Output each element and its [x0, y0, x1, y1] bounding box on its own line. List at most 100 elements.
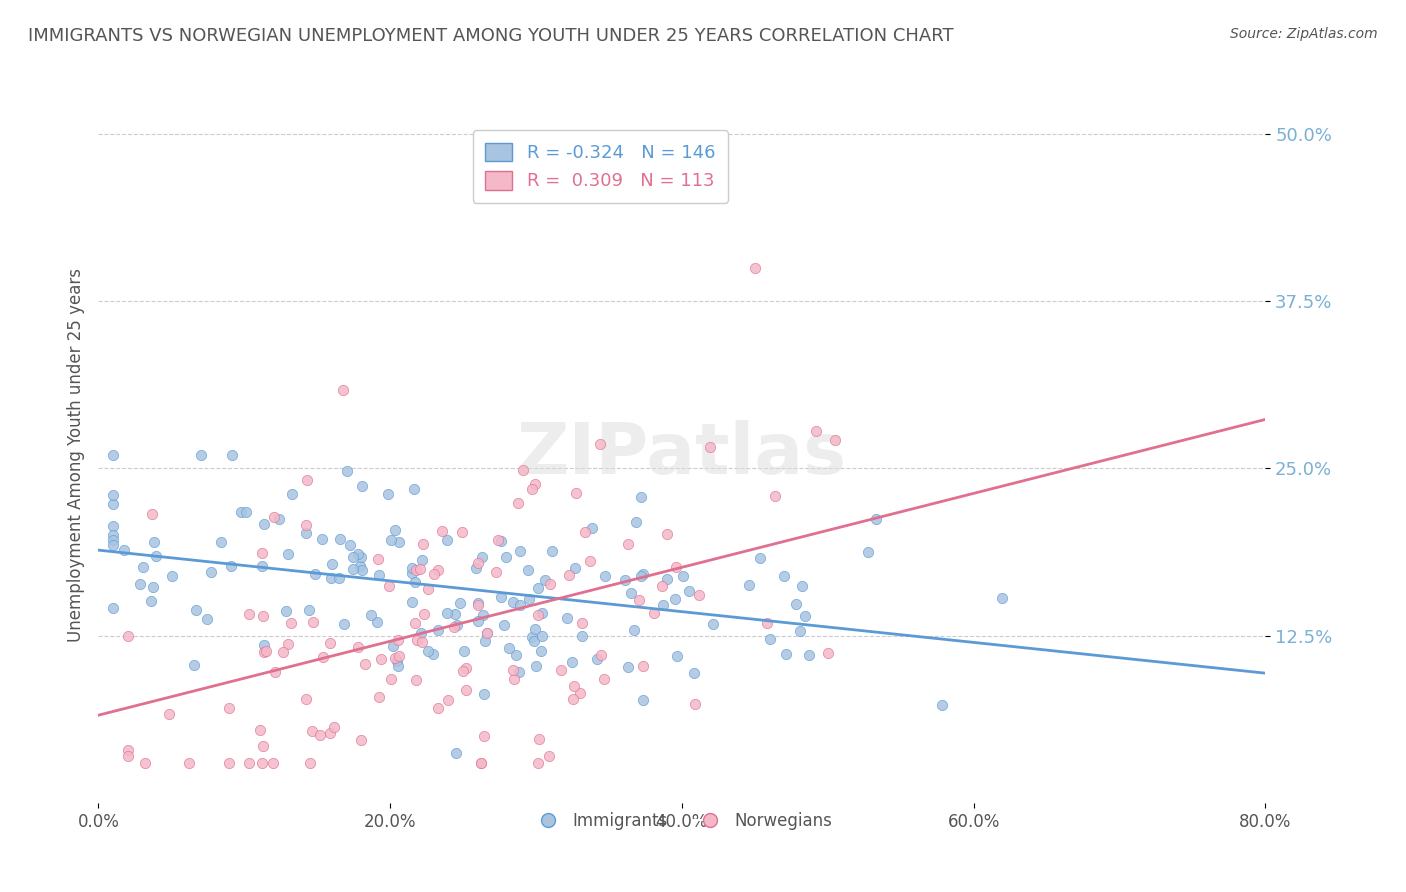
Immigrants	[101, 533, 124, 547]
Immigrants	[931, 698, 953, 712]
Immigrants	[253, 638, 276, 652]
Text: IMMIGRANTS VS NORWEGIAN UNEMPLOYMENT AMONG YOUTH UNDER 25 YEARS CORRELATION CHAR: IMMIGRANTS VS NORWEGIAN UNEMPLOYMENT AMO…	[28, 27, 953, 45]
Immigrants	[523, 633, 546, 648]
Immigrants	[624, 516, 647, 530]
Immigrants	[524, 658, 547, 673]
Immigrants	[631, 693, 654, 707]
Immigrants	[508, 665, 530, 679]
Immigrants	[200, 565, 222, 579]
Y-axis label: Unemployment Among Youth under 25 years: Unemployment Among Youth under 25 years	[66, 268, 84, 642]
Immigrants	[631, 566, 654, 581]
Immigrants	[253, 516, 276, 531]
Norwegians	[380, 672, 402, 686]
Norwegians	[367, 551, 389, 566]
Immigrants	[630, 569, 652, 583]
Immigrants	[404, 575, 426, 590]
Norwegians	[249, 723, 271, 737]
Immigrants	[235, 505, 257, 519]
Immigrants	[531, 606, 554, 620]
Immigrants	[505, 648, 527, 662]
Immigrants	[360, 607, 382, 622]
Immigrants	[416, 643, 439, 657]
Immigrants	[616, 660, 638, 674]
Immigrants	[436, 606, 458, 620]
Immigrants	[142, 580, 165, 594]
Immigrants	[409, 626, 432, 640]
Immigrants	[280, 487, 302, 501]
Norwegians	[378, 579, 401, 593]
Immigrants	[219, 558, 242, 573]
Immigrants	[276, 604, 298, 618]
Norwegians	[252, 756, 274, 770]
Norwegians	[683, 697, 706, 711]
Immigrants	[101, 488, 124, 502]
Immigrants	[162, 568, 184, 582]
Immigrants	[772, 569, 794, 583]
Norwegians	[537, 748, 560, 763]
Norwegians	[238, 607, 260, 621]
Immigrants	[449, 596, 471, 610]
Norwegians	[467, 598, 489, 612]
Immigrants	[453, 643, 475, 657]
Immigrants	[367, 567, 389, 582]
Norwegians	[271, 645, 294, 659]
Norwegians	[298, 756, 321, 770]
Norwegians	[263, 509, 285, 524]
Norwegians	[312, 650, 335, 665]
Immigrants	[561, 655, 583, 669]
Immigrants	[571, 629, 593, 643]
Norwegians	[413, 607, 436, 622]
Immigrants	[524, 622, 547, 636]
Immigrants	[298, 603, 321, 617]
Norwegians	[470, 756, 492, 770]
Immigrants	[472, 608, 495, 623]
Immigrants	[472, 687, 495, 701]
Immigrants	[209, 535, 232, 549]
Norwegians	[411, 635, 433, 649]
Immigrants	[350, 549, 373, 564]
Immigrants	[269, 512, 291, 526]
Norwegians	[804, 424, 827, 438]
Immigrants	[858, 545, 880, 559]
Norwegians	[437, 692, 460, 706]
Immigrants	[516, 563, 538, 577]
Legend: Immigrants, Norwegians: Immigrants, Norwegians	[524, 805, 839, 836]
Norwegians	[426, 563, 449, 577]
Norwegians	[253, 645, 276, 659]
Norwegians	[347, 640, 370, 655]
Immigrants	[195, 612, 218, 626]
Norwegians	[405, 673, 427, 688]
Norwegians	[409, 562, 432, 576]
Immigrants	[865, 511, 887, 525]
Immigrants	[377, 487, 399, 501]
Immigrants	[145, 549, 167, 564]
Norwegians	[157, 707, 180, 722]
Immigrants	[517, 591, 540, 606]
Norwegians	[538, 577, 561, 591]
Immigrants	[509, 599, 531, 613]
Immigrants	[328, 571, 350, 585]
Norwegians	[527, 756, 550, 770]
Norwegians	[294, 518, 316, 533]
Immigrants	[384, 524, 406, 538]
Norwegians	[117, 748, 139, 763]
Immigrants	[339, 538, 361, 552]
Immigrants	[520, 631, 543, 645]
Immigrants	[143, 534, 166, 549]
Immigrants	[101, 497, 124, 511]
Immigrants	[444, 607, 467, 621]
Immigrants	[489, 590, 512, 604]
Norwegians	[422, 567, 444, 582]
Immigrants	[531, 629, 554, 643]
Immigrants	[380, 533, 402, 548]
Norwegians	[526, 607, 548, 622]
Immigrants	[785, 597, 807, 611]
Immigrants	[101, 538, 124, 552]
Immigrants	[336, 464, 359, 478]
Norwegians	[254, 644, 277, 658]
Immigrants	[465, 561, 488, 575]
Norwegians	[252, 609, 274, 624]
Norwegians	[755, 615, 778, 630]
Immigrants	[381, 639, 404, 653]
Immigrants	[534, 573, 557, 587]
